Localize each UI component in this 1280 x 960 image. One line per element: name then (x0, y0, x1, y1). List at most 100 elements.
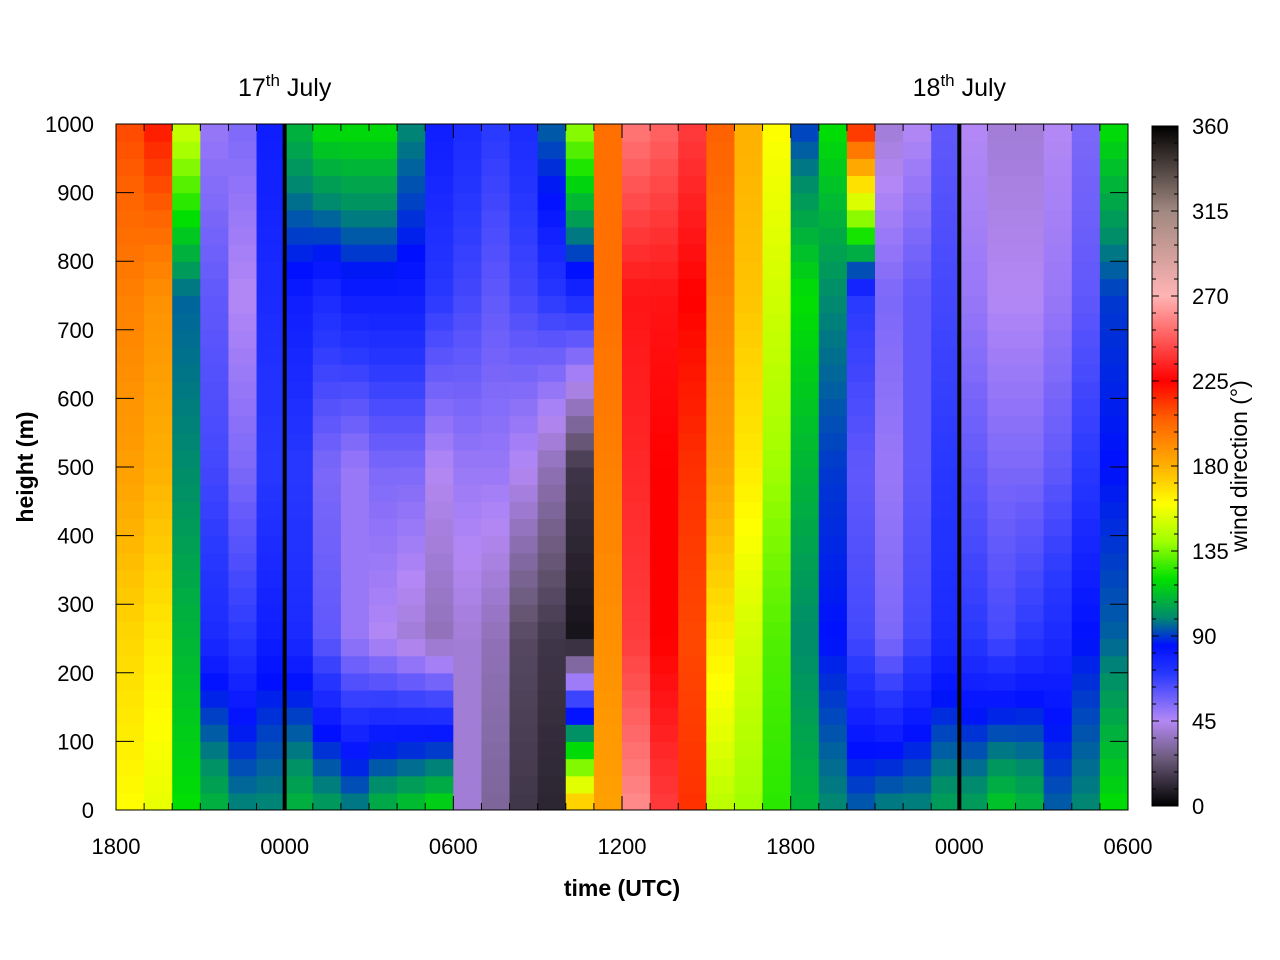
heatmap-cell (312, 364, 342, 382)
y-tick-label: 100 (57, 729, 94, 754)
heatmap-cell (903, 672, 932, 691)
heatmap-cell (172, 569, 201, 588)
heatmap-cell (537, 467, 567, 485)
heatmap-cell (875, 552, 904, 571)
heatmap-cell (565, 141, 595, 159)
heatmap-cell (790, 278, 820, 297)
heatmap-cell (284, 295, 314, 314)
heatmap-cell (1071, 312, 1101, 331)
heatmap-cell (509, 501, 539, 520)
heatmap-cell (987, 587, 1017, 605)
heatmap-cell (790, 758, 820, 777)
heatmap-cell (987, 467, 1017, 485)
heatmap-cell (875, 346, 904, 365)
heatmap-cell (875, 158, 904, 177)
heatmap-cell (144, 278, 173, 297)
heatmap-cell (172, 278, 201, 297)
heatmap-cell (818, 158, 848, 177)
heatmap-cell (397, 724, 426, 742)
heatmap-cell (312, 621, 342, 640)
heatmap-cell (1071, 432, 1101, 451)
heatmap-cell (312, 655, 342, 674)
heatmap-cell (650, 792, 679, 810)
heatmap-cell (846, 587, 876, 605)
heatmap-cell (931, 329, 960, 348)
heatmap-cell (706, 312, 736, 331)
heatmap-cell (650, 587, 679, 605)
heatmap-cell (256, 158, 286, 177)
y-axis-title: height (m) (12, 411, 38, 522)
heatmap-cell (256, 724, 286, 742)
heatmap-cell (172, 346, 201, 365)
heatmap-cell (846, 569, 876, 588)
heatmap-cell (762, 707, 792, 725)
heatmap-cell (200, 329, 230, 348)
heatmap-cell (1043, 621, 1073, 640)
heatmap-cell (425, 621, 454, 640)
heatmap-cell (650, 552, 679, 571)
heatmap-cell (931, 724, 960, 742)
heatmap-cell (116, 346, 145, 365)
heatmap-cell (622, 226, 651, 245)
heatmap-cell (256, 467, 286, 485)
heatmap-cell (593, 655, 623, 674)
heatmap-cell (172, 244, 201, 262)
heatmap-cell (537, 672, 567, 691)
heatmap-cell (537, 707, 567, 725)
heatmap-cell (340, 484, 370, 502)
heatmap-cell (1015, 792, 1045, 810)
heatmap-cell (537, 638, 567, 657)
heatmap-cell (340, 415, 370, 434)
heatmap-cell (1043, 484, 1073, 502)
heatmap-cell (903, 655, 932, 674)
heatmap-cell (678, 724, 707, 742)
heatmap-cell (1043, 209, 1073, 228)
heatmap-cell (172, 724, 201, 742)
heatmap-cell (790, 175, 820, 194)
heatmap-cell (622, 689, 651, 708)
heatmap-cell (1099, 484, 1128, 502)
heatmap-cell (931, 261, 960, 279)
heatmap-cell (425, 329, 454, 348)
x-tick-label: 1800 (766, 834, 815, 859)
heatmap-cell (228, 398, 258, 417)
heatmap-cell (340, 364, 370, 382)
heatmap-cell (987, 604, 1017, 622)
heatmap-cell (509, 655, 539, 674)
heatmap-cell (959, 192, 989, 211)
heatmap-cell (959, 226, 989, 245)
heatmap-cell (818, 141, 848, 159)
heatmap-cell (369, 587, 398, 605)
heatmap-cell (875, 124, 904, 142)
heatmap-cell (678, 158, 707, 177)
heatmap-cell (200, 467, 230, 485)
colorbar-tick-label: 45 (1192, 709, 1216, 734)
heatmap-cell (1099, 346, 1128, 365)
heatmap-cell (228, 724, 258, 742)
heatmap-cell (1043, 604, 1073, 622)
heatmap-cell (284, 346, 314, 365)
heatmap-cell (650, 518, 679, 537)
heatmap-cell (1099, 312, 1128, 331)
heatmap-cell (144, 226, 173, 245)
heatmap-cell (959, 518, 989, 537)
heatmap-cell (565, 364, 595, 382)
heatmap-cell (116, 792, 145, 810)
heatmap-cell (593, 724, 623, 742)
heatmap-cell (228, 775, 258, 794)
heatmap-cell (144, 432, 173, 451)
heatmap-cell (931, 381, 960, 399)
heatmap-cell (425, 689, 454, 708)
heatmap-cell (678, 192, 707, 211)
heatmap-cell (509, 535, 539, 554)
heatmap-cell (256, 432, 286, 451)
heatmap-cell (481, 484, 511, 502)
heatmap-cell (537, 432, 567, 451)
heatmap-cell (650, 381, 679, 399)
heatmap-cell (706, 604, 736, 622)
heatmap-cell (622, 158, 651, 177)
heatmap-cell (256, 758, 286, 777)
heatmap-cell (284, 484, 314, 502)
heatmap-cell (200, 655, 230, 674)
heatmap-cell (256, 604, 286, 622)
